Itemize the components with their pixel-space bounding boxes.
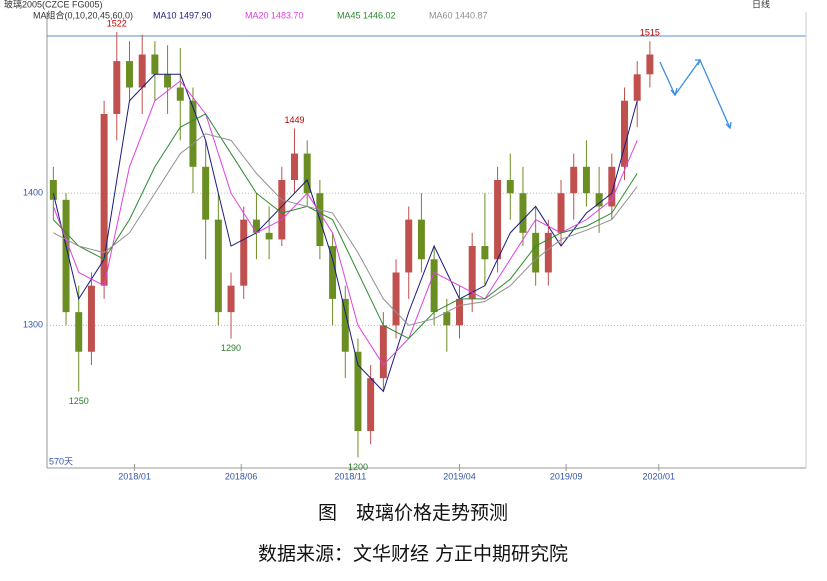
candle-body [176, 87, 184, 101]
price-annotation: 1449 [284, 115, 304, 125]
candle-body [557, 193, 565, 233]
candle-body [405, 219, 413, 273]
price-annotation: 1200 [348, 462, 368, 472]
candle-body [367, 378, 375, 432]
candle-body [633, 74, 641, 101]
source: 数据来源：文华财经 方正中期研究院 [258, 543, 568, 565]
indicator: MA组合(0,10,20,45,60,0) [33, 9, 133, 20]
candle-body [621, 100, 628, 167]
candle-body [87, 285, 95, 352]
candle-body [582, 166, 590, 194]
chart-bg [0, 0, 827, 480]
caption: 图 玻璃价格走势预测 [318, 502, 508, 524]
candle-body [252, 219, 260, 233]
candle-body [189, 100, 197, 167]
candle-body [354, 351, 362, 432]
legend-entry: MA20 1483.70 [245, 10, 304, 20]
candle-body [456, 298, 463, 326]
candle-body [544, 232, 552, 273]
y-tick-label: 1400 [23, 188, 43, 198]
ma-line [52, 73, 638, 393]
candle-body [291, 153, 298, 180]
candle-body [227, 285, 235, 313]
candle-body [214, 219, 222, 313]
candle-body [240, 219, 248, 286]
candle-body [202, 166, 210, 220]
days-label: 570天 [49, 456, 73, 466]
candle-body [278, 180, 286, 240]
candle-body [341, 298, 349, 352]
candle-body [595, 193, 603, 207]
candle-body [646, 54, 654, 75]
candle-body [329, 246, 337, 299]
candle-body [481, 246, 489, 260]
x-tick-label: 2018/01 [118, 471, 151, 481]
ma-line [53, 133, 638, 326]
ma-line [52, 80, 638, 366]
candle-body [468, 246, 476, 299]
x-tick-label: 2019/09 [550, 471, 583, 481]
candle-body [151, 54, 159, 75]
candle-body [126, 61, 133, 88]
candle-body [138, 54, 146, 88]
price-annotation: 1515 [640, 28, 660, 38]
candle-body [494, 180, 502, 260]
candle-body [608, 166, 616, 207]
price-annotation: 1250 [69, 396, 89, 406]
x-tick-label: 2018/06 [225, 471, 258, 481]
forecast-arrows [659, 58, 732, 130]
legend-entry: MA60 1440.87 [429, 10, 488, 20]
candle-body [164, 74, 172, 88]
candle-body [49, 180, 57, 200]
ma-line [52, 113, 638, 340]
candle-body [443, 312, 451, 326]
period: 日线 [752, 0, 770, 9]
x-tick-label: 2019/04 [443, 471, 476, 481]
price-annotation: 1522 [107, 18, 127, 28]
candle-body [532, 232, 540, 273]
candle-body [430, 259, 438, 313]
candle-body [265, 232, 273, 240]
x-tick-label: 2020/01 [642, 471, 675, 481]
candle-body [519, 193, 527, 233]
price-annotation: 1290 [221, 343, 241, 353]
candle-body [570, 166, 578, 194]
candle-body [75, 312, 83, 352]
candle-body [303, 153, 311, 194]
x-tick-label: 2018/11 [334, 471, 366, 481]
candle-body [417, 219, 425, 260]
legend-entry: MA10 1497.90 [153, 10, 212, 20]
candle-body [62, 199, 70, 313]
candle-body [379, 325, 387, 379]
y-tick-label: 1300 [23, 320, 43, 330]
candle-body [100, 113, 108, 286]
legend-entry: MA45 1446.02 [337, 10, 396, 20]
candle-body [113, 61, 121, 114]
candle-body [506, 180, 514, 194]
candle-body [392, 272, 400, 326]
symbol: 玻璃2005(CZCE FG005) [4, 0, 103, 9]
